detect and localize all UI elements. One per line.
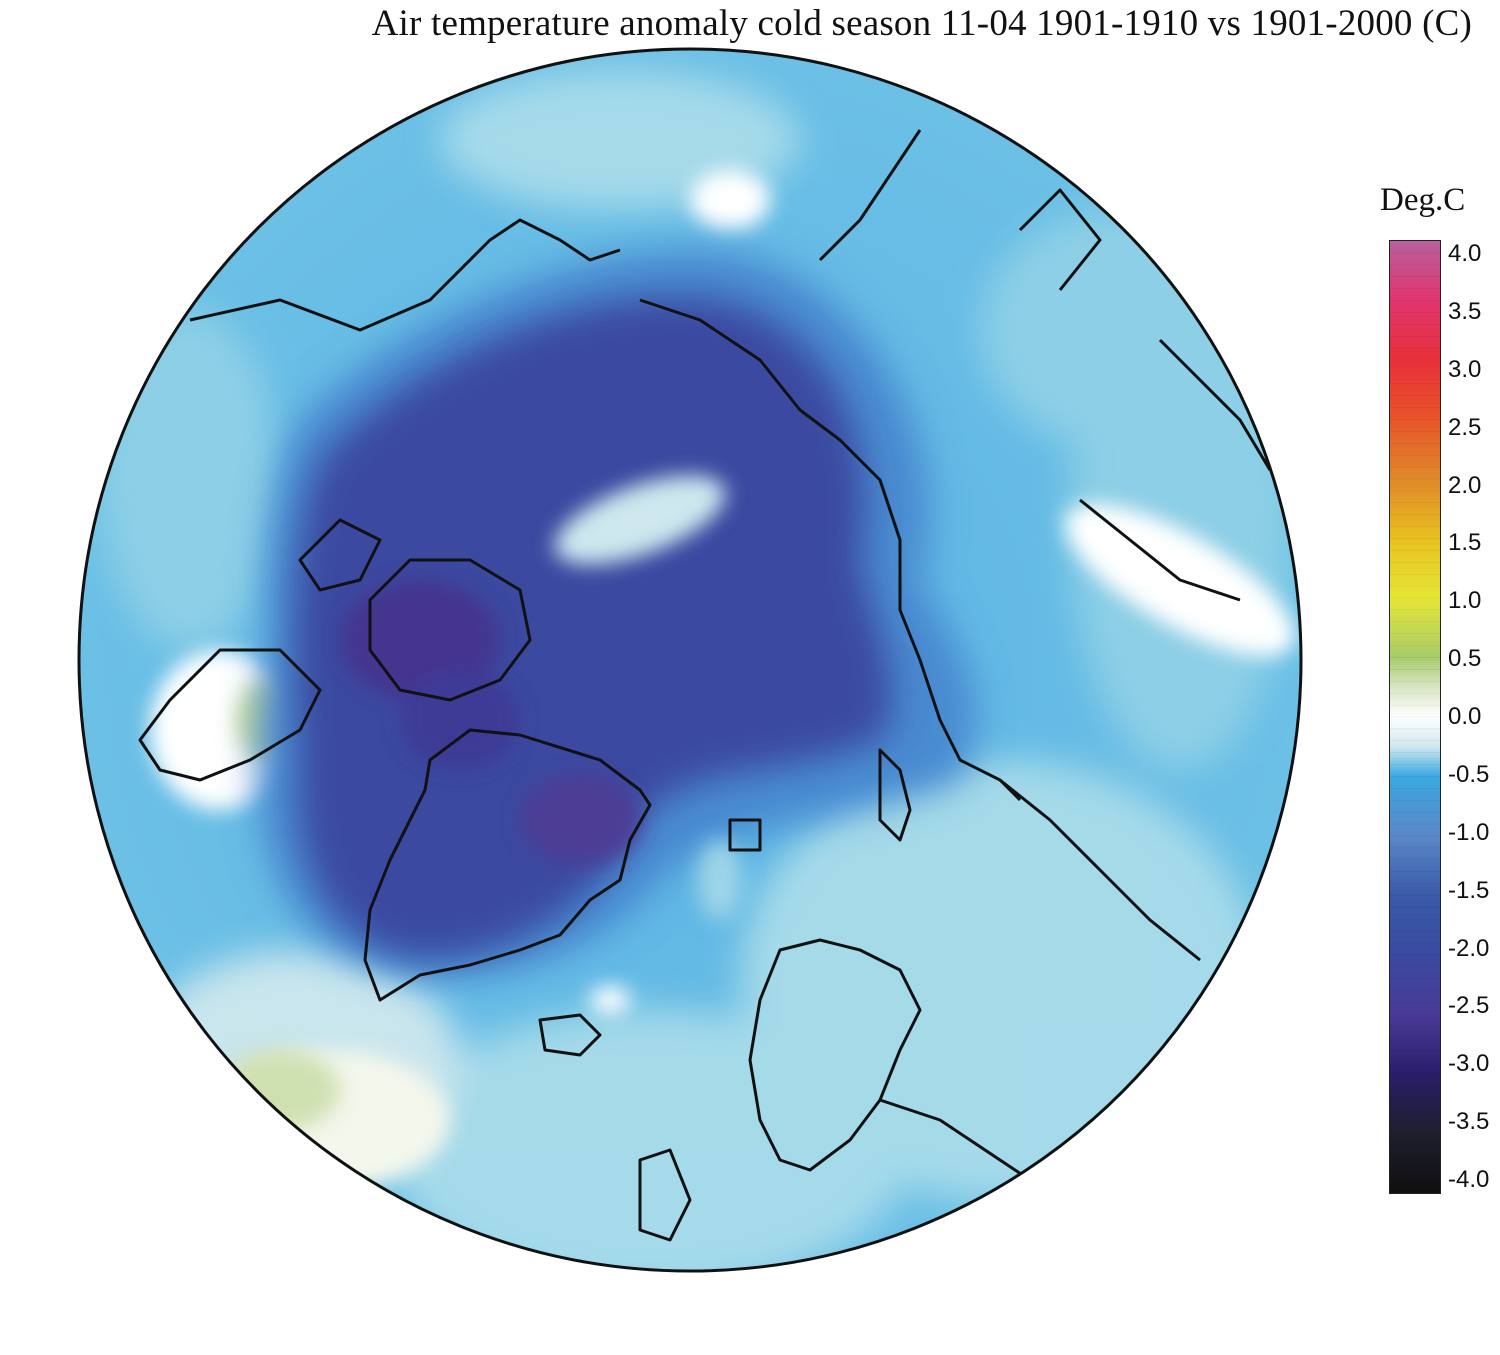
colorbar-tick-label: -1.0 [1448,818,1490,846]
anomaly-field [79,49,1301,1271]
colorbar-tick-label: -1.5 [1448,876,1490,904]
colorbar-tick-label: -4.0 [1448,1166,1490,1193]
colorbar-tick-label: 0.5 [1448,645,1482,673]
coastlines [138,129,1272,1242]
colorbar-tick-label: -3.0 [1448,1050,1490,1078]
colorbar-tick-label: 1.0 [1448,587,1482,615]
legend-title: Deg.C [1380,182,1466,218]
map-boundary [77,47,1303,1273]
colorbar-tick-label: 3.5 [1448,297,1482,325]
colorbar-tick-labels: 4.0 3.5 3.0 2.5 2.0 1.5 1.0 0.5 0.0 -0.5 -1.0 -1.5 -… [1448,0,1500,1355]
colorbar-tick-label: -2.5 [1448,992,1490,1020]
colorbar-tick-label: 2.5 [1448,413,1482,441]
map-title: Air temperature anomaly cold season 11-0… [371,3,1472,44]
colorbar-tick-label: -0.5 [1448,760,1490,788]
colorbar-tick-label: 1.5 [1448,529,1482,557]
colorbar-tick-label: 0.0 [1448,703,1482,730]
colorbar-tick-label: -3.5 [1448,1108,1490,1136]
colorbar-tick-label: 3.0 [1448,355,1482,383]
colorbar-tick-label: -2.0 [1448,934,1490,962]
colorbar-tick-label: 4.0 [1448,240,1482,267]
colorbar [1389,240,1441,1194]
colorbar-tick-label: 2.0 [1448,471,1482,499]
